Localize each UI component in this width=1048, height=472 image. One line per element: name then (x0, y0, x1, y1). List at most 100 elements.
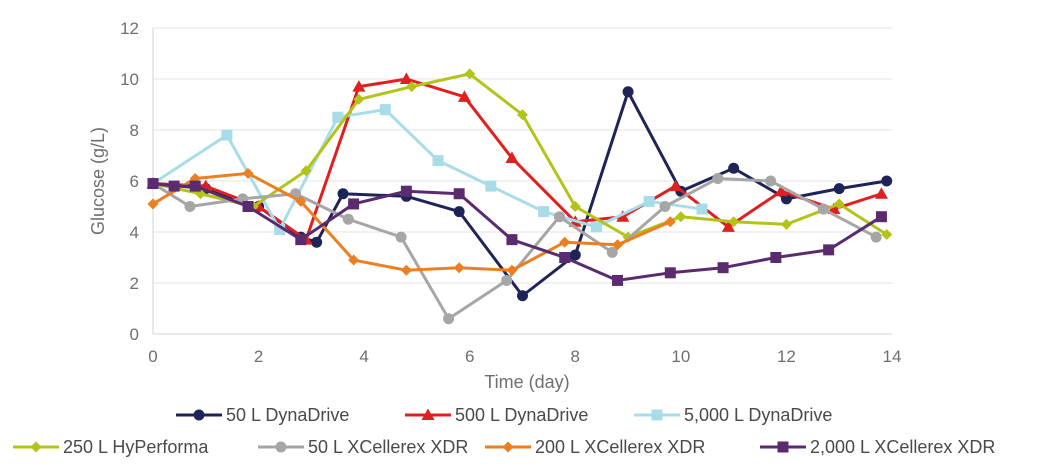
data-point-2-000-l-xcellerex-xdr (147, 178, 159, 190)
y-tick-label: 0 (130, 325, 139, 344)
x-axis-title: Time (day) (484, 372, 569, 392)
legend-label: 5,000 L DynaDrive (684, 405, 832, 425)
data-point-2-000-l-xcellerex-xdr (400, 185, 412, 197)
data-point-50-l-xcellerex-xdr (870, 231, 882, 243)
data-point-200-l-xcellerex-xdr (612, 239, 624, 251)
y-axis-title: Glucose (g/L) (88, 127, 108, 235)
data-point-200-l-xcellerex-xdr (559, 236, 571, 248)
y-tick-label: 10 (120, 70, 139, 89)
legend-item-2-000-l-xcellerex-xdr: 2,000 L XCellerex XDR (760, 437, 995, 457)
data-point-200-l-xcellerex-xdr (664, 216, 676, 228)
data-point-5-000-l-dynadrive (221, 129, 233, 141)
data-point-2-000-l-xcellerex-xdr (348, 198, 360, 210)
data-point-2-000-l-xcellerex-xdr (453, 188, 465, 200)
legend-item-200-l-xcellerex-xdr: 200 L XCellerex XDR (485, 437, 705, 457)
data-point-5-000-l-dynadrive (274, 223, 286, 235)
x-tick-label: 0 (148, 347, 157, 366)
data-point-200-l-xcellerex-xdr (506, 264, 518, 276)
data-point-5-000-l-dynadrive (485, 180, 497, 192)
data-point-50-l-dynadrive (622, 86, 634, 98)
legend-marker (193, 409, 205, 421)
data-point-250-l-hyperforma (675, 211, 687, 223)
data-point-2-000-l-xcellerex-xdr (823, 244, 835, 256)
data-point-2-000-l-xcellerex-xdr (664, 267, 676, 279)
series-200-l-xcellerex-xdr (147, 167, 676, 276)
data-point-50-l-xcellerex-xdr (501, 274, 513, 286)
legend-label: 500 L DynaDrive (455, 405, 588, 425)
data-point-50-l-xcellerex-xdr (606, 246, 618, 258)
legend-marker (777, 441, 789, 453)
data-point-250-l-hyperforma (300, 165, 312, 177)
data-point-200-l-xcellerex-xdr (147, 198, 159, 210)
x-tick-label: 4 (359, 347, 368, 366)
data-point-250-l-hyperforma (464, 68, 476, 80)
legend-item-50-l-dynadrive: 50 L DynaDrive (176, 405, 349, 425)
data-point-50-l-dynadrive (833, 183, 845, 195)
data-point-2-000-l-xcellerex-xdr (612, 274, 624, 286)
data-point-50-l-dynadrive (453, 206, 465, 218)
data-point-250-l-hyperforma (406, 81, 418, 93)
data-point-2-000-l-xcellerex-xdr (717, 262, 729, 274)
series-line-250-l-hyperforma (152, 72, 888, 239)
data-point-250-l-hyperforma (569, 201, 581, 212)
y-tick-label: 4 (130, 223, 139, 242)
data-point-2-000-l-xcellerex-xdr (875, 211, 887, 223)
legend-item-500-l-dynadrive: 500 L DynaDrive (405, 405, 588, 425)
data-point-250-l-hyperforma (728, 216, 740, 228)
data-point-200-l-xcellerex-xdr (348, 254, 360, 266)
legend-label: 2,000 L XCellerex XDR (810, 437, 995, 457)
legend-item-50-l-xcellerex-xdr: 50 L XCellerex XDR (258, 437, 468, 457)
legend-marker (502, 441, 514, 453)
data-point-250-l-hyperforma (780, 218, 792, 230)
series-50-l-xcellerex-xdr (147, 172, 882, 325)
data-point-250-l-hyperforma (353, 93, 365, 105)
y-tick-label: 2 (130, 274, 139, 293)
legend-label: 200 L XCellerex XDR (535, 437, 705, 457)
data-point-5-000-l-dynadrive (590, 221, 602, 233)
legend-marker (275, 441, 287, 453)
series-line-5-000-l-dynadrive (152, 108, 703, 231)
data-point-500-l-dynadrive (505, 151, 519, 164)
series-5-000-l-dynadrive (147, 104, 708, 235)
x-tick-label: 14 (883, 347, 902, 366)
data-point-200-l-xcellerex-xdr (242, 167, 254, 179)
x-tick-label: 10 (671, 347, 690, 366)
data-point-50-l-dynadrive (728, 162, 740, 174)
tick-labels: 0 2 4 6 8 10 12 0 2 4 6 8 10 12 14 (120, 19, 901, 366)
data-point-2-000-l-xcellerex-xdr (189, 180, 201, 192)
data-point-5-000-l-dynadrive (432, 155, 444, 167)
data-point-500-l-dynadrive (352, 80, 366, 92)
data-point-50-l-dynadrive (517, 290, 528, 302)
data-point-5-000-l-dynadrive (696, 203, 708, 215)
data-point-5-000-l-dynadrive (379, 104, 391, 116)
series-line-2-000-l-xcellerex-xdr (152, 182, 883, 282)
x-tick-label: 2 (254, 347, 263, 366)
data-point-2-000-l-xcellerex-xdr (506, 234, 518, 246)
data-point-50-l-dynadrive (337, 188, 349, 200)
data-point-500-l-dynadrive (774, 184, 788, 197)
legend-item-5-000-l-dynadrive: 5,000 L DynaDrive (634, 405, 832, 425)
data-point-50-l-xcellerex-xdr (765, 175, 777, 187)
x-tick-label: 8 (571, 347, 580, 366)
series-250-l-hyperforma (147, 68, 893, 243)
data-point-50-l-xcellerex-xdr (184, 201, 196, 212)
data-point-50-l-xcellerex-xdr (817, 203, 829, 215)
x-tick-label: 12 (777, 347, 796, 366)
data-point-5-000-l-dynadrive (538, 206, 550, 218)
legend: 50 L DynaDrive 500 L DynaDrive 5,000 L Dyn… (13, 405, 995, 457)
data-point-200-l-xcellerex-xdr (400, 264, 412, 276)
data-point-5-000-l-dynadrive (332, 111, 344, 123)
data-point-500-l-dynadrive (616, 210, 630, 222)
data-point-250-l-hyperforma (517, 109, 528, 121)
data-point-250-l-hyperforma (881, 229, 893, 241)
data-point-500-l-dynadrive (721, 220, 735, 232)
data-point-2-000-l-xcellerex-xdr (559, 252, 571, 263)
data-point-50-l-xcellerex-xdr (659, 201, 671, 212)
data-point-2-000-l-xcellerex-xdr (770, 252, 782, 263)
data-point-500-l-dynadrive (399, 72, 413, 84)
data-point-50-l-xcellerex-xdr (712, 172, 724, 184)
y-tick-label: 12 (120, 19, 139, 38)
data-point-2-000-l-xcellerex-xdr (242, 201, 254, 212)
data-point-2-000-l-xcellerex-xdr (295, 234, 307, 246)
